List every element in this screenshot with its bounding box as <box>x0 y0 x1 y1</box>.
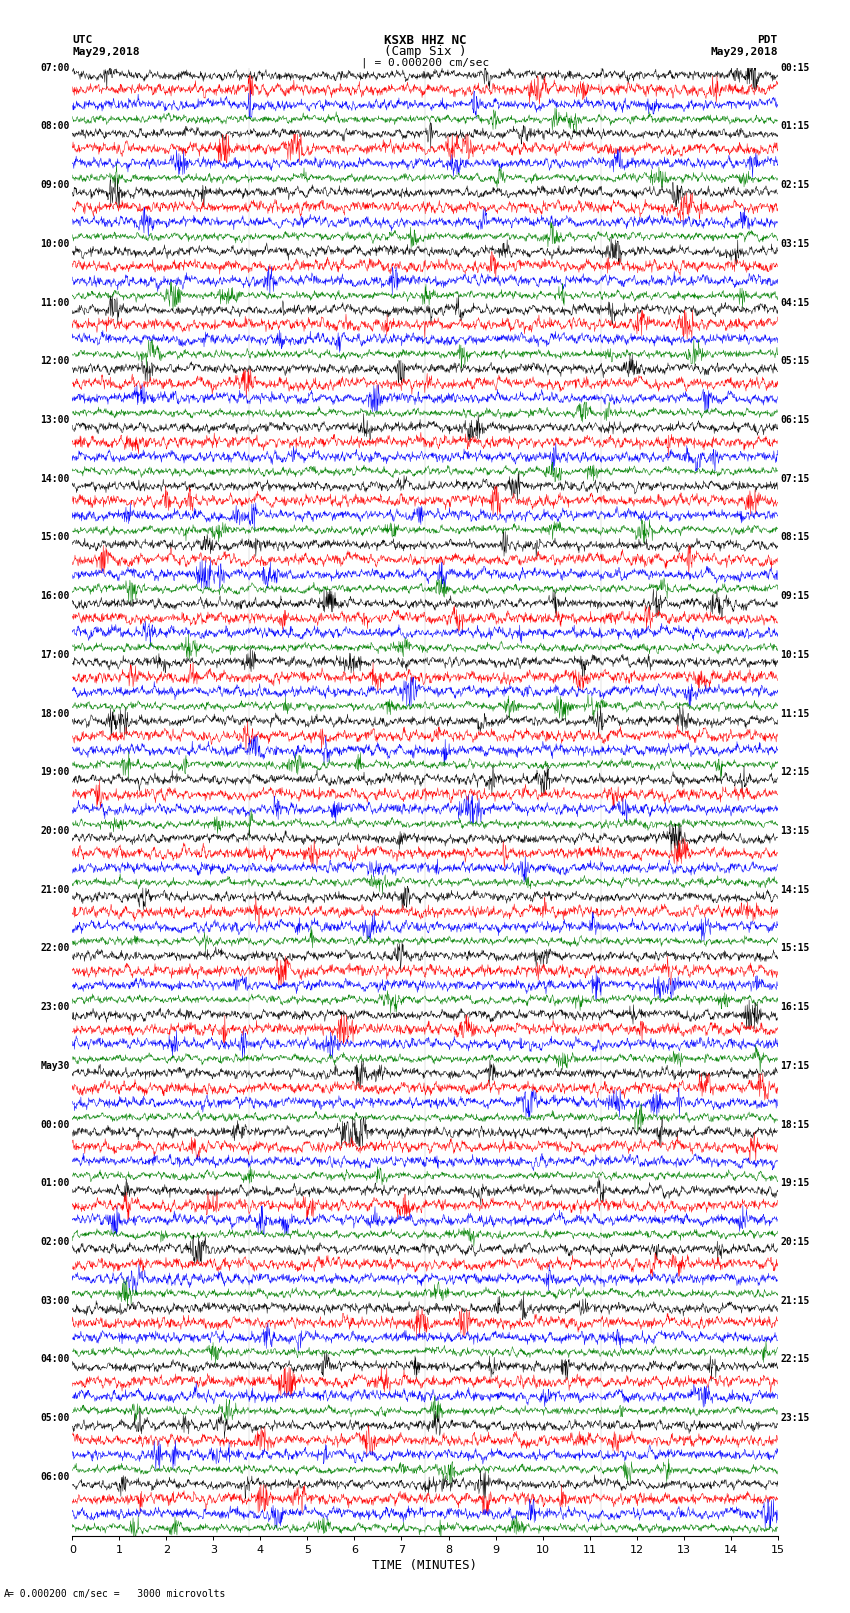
Text: 05:00: 05:00 <box>40 1413 70 1423</box>
Text: 19:00: 19:00 <box>40 768 70 777</box>
Text: (Camp Six ): (Camp Six ) <box>383 45 467 58</box>
Text: 01:00: 01:00 <box>40 1179 70 1189</box>
X-axis label: TIME (MINUTES): TIME (MINUTES) <box>372 1558 478 1571</box>
Text: 20:00: 20:00 <box>40 826 70 836</box>
Text: 18:15: 18:15 <box>780 1119 810 1129</box>
Text: A: A <box>4 1589 10 1598</box>
Text: 05:15: 05:15 <box>780 356 810 366</box>
Text: 12:15: 12:15 <box>780 768 810 777</box>
Text: 11:15: 11:15 <box>780 708 810 718</box>
Text: 08:00: 08:00 <box>40 121 70 131</box>
Text: 02:15: 02:15 <box>780 181 810 190</box>
Text: 01:15: 01:15 <box>780 121 810 131</box>
Text: 23:00: 23:00 <box>40 1002 70 1011</box>
Text: 20:15: 20:15 <box>780 1237 810 1247</box>
Text: 21:00: 21:00 <box>40 886 70 895</box>
Text: 22:15: 22:15 <box>780 1355 810 1365</box>
Text: 03:00: 03:00 <box>40 1295 70 1305</box>
Text: 09:00: 09:00 <box>40 181 70 190</box>
Text: 15:00: 15:00 <box>40 532 70 542</box>
Text: 00:15: 00:15 <box>780 63 810 73</box>
Text: 12:00: 12:00 <box>40 356 70 366</box>
Text: 10:15: 10:15 <box>780 650 810 660</box>
Text: 16:15: 16:15 <box>780 1002 810 1011</box>
Text: | = 0.000200 cm/sec: | = 0.000200 cm/sec <box>361 58 489 68</box>
Text: 10:00: 10:00 <box>40 239 70 248</box>
Text: 02:00: 02:00 <box>40 1237 70 1247</box>
Text: 09:15: 09:15 <box>780 592 810 602</box>
Text: May29,2018: May29,2018 <box>711 47 778 56</box>
Text: May30: May30 <box>40 1061 70 1071</box>
Text: 06:15: 06:15 <box>780 415 810 424</box>
Text: 22:00: 22:00 <box>40 944 70 953</box>
Text: 03:15: 03:15 <box>780 239 810 248</box>
Text: 11:00: 11:00 <box>40 298 70 308</box>
Text: = 0.000200 cm/sec =   3000 microvolts: = 0.000200 cm/sec = 3000 microvolts <box>8 1589 226 1598</box>
Text: 06:00: 06:00 <box>40 1473 70 1482</box>
Text: 14:00: 14:00 <box>40 474 70 484</box>
Text: 15:15: 15:15 <box>780 944 810 953</box>
Text: 17:00: 17:00 <box>40 650 70 660</box>
Text: May29,2018: May29,2018 <box>72 47 139 56</box>
Text: 04:15: 04:15 <box>780 298 810 308</box>
Text: 13:15: 13:15 <box>780 826 810 836</box>
Text: UTC: UTC <box>72 35 93 45</box>
Text: 04:00: 04:00 <box>40 1355 70 1365</box>
Text: 07:15: 07:15 <box>780 474 810 484</box>
Text: 23:15: 23:15 <box>780 1413 810 1423</box>
Text: KSXB HHZ NC: KSXB HHZ NC <box>383 34 467 47</box>
Text: 08:15: 08:15 <box>780 532 810 542</box>
Text: 16:00: 16:00 <box>40 592 70 602</box>
Text: 21:15: 21:15 <box>780 1295 810 1305</box>
Text: PDT: PDT <box>757 35 778 45</box>
Text: 18:00: 18:00 <box>40 708 70 718</box>
Text: 13:00: 13:00 <box>40 415 70 424</box>
Text: 17:15: 17:15 <box>780 1061 810 1071</box>
Text: 00:00: 00:00 <box>40 1119 70 1129</box>
Text: 07:00: 07:00 <box>40 63 70 73</box>
Text: 14:15: 14:15 <box>780 886 810 895</box>
Text: 19:15: 19:15 <box>780 1179 810 1189</box>
